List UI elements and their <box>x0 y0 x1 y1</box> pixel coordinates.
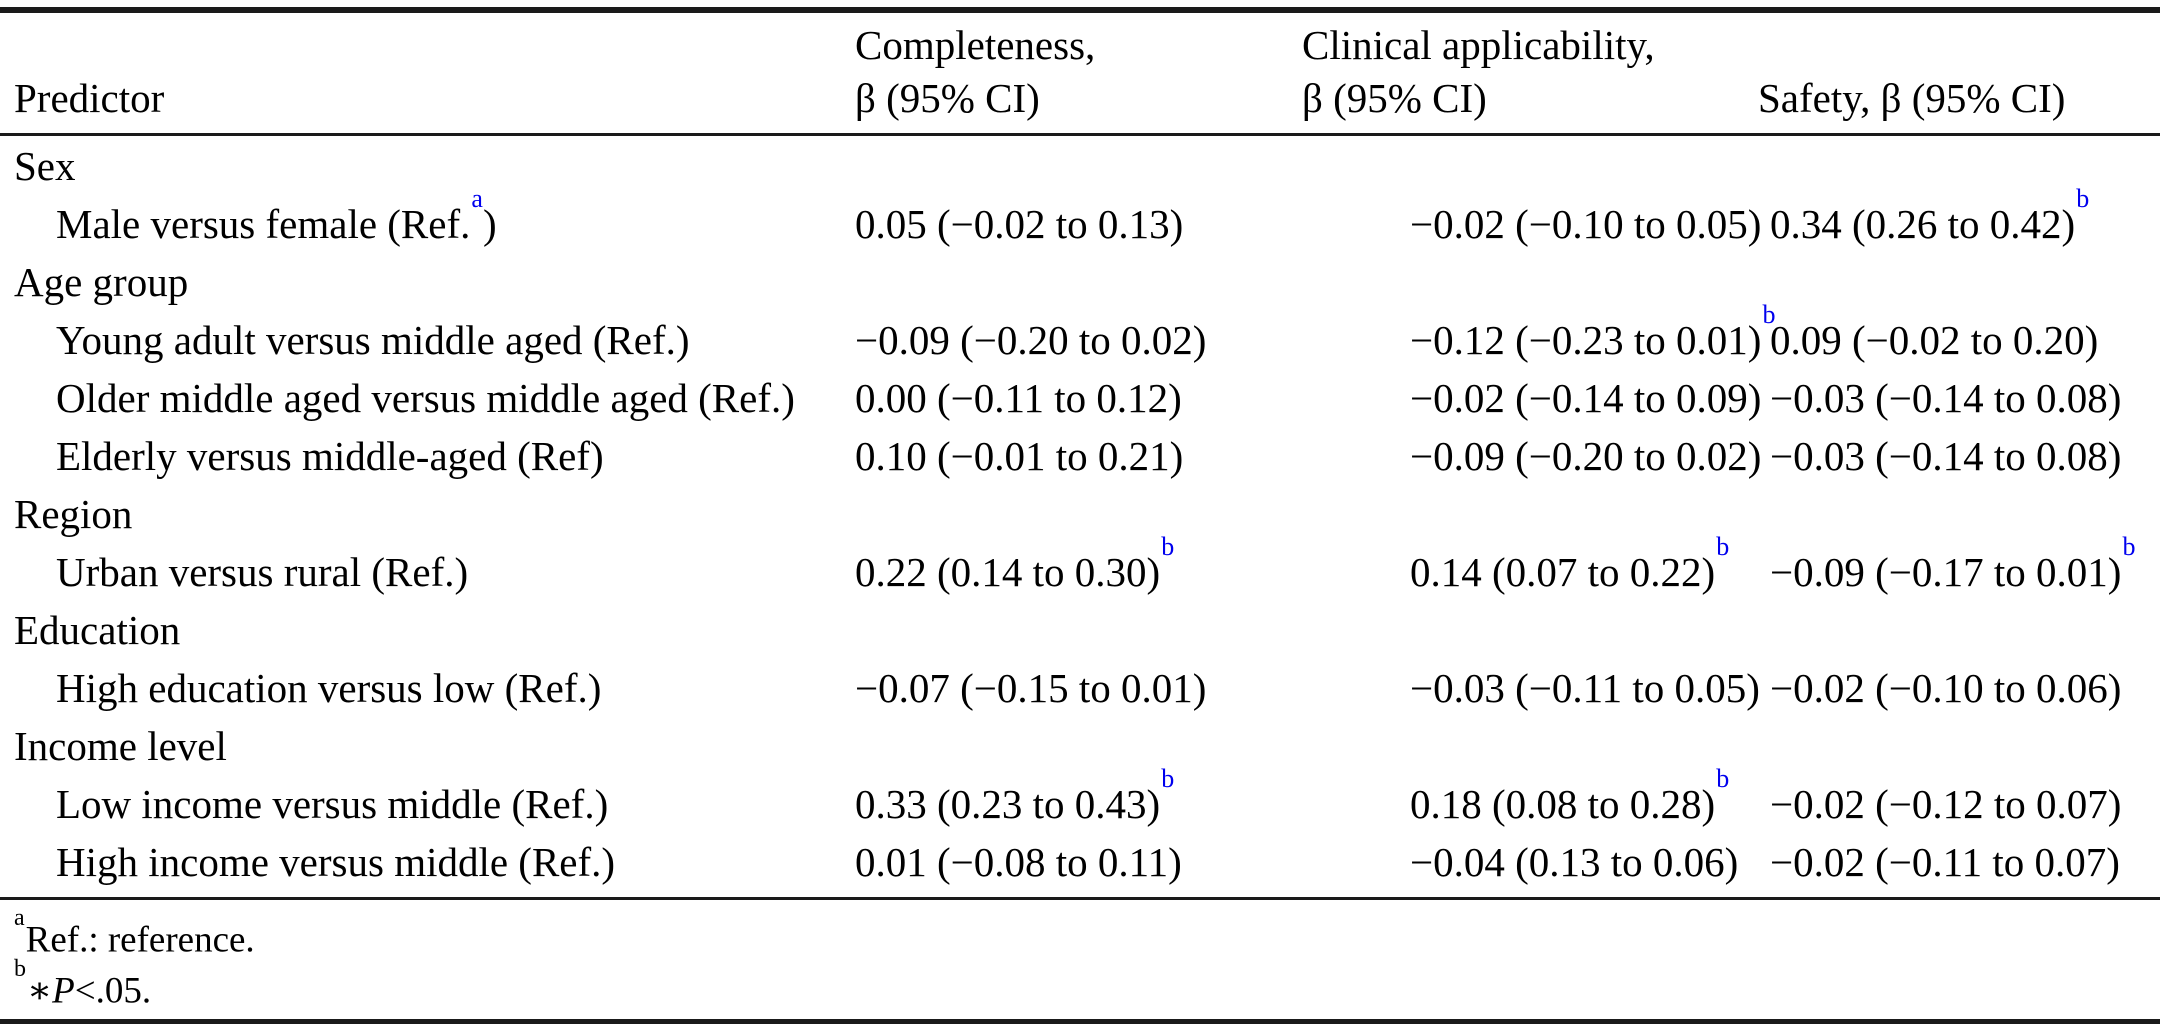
footnote-marker-b: b <box>1161 532 1175 562</box>
predictor-cell: Education <box>14 607 181 653</box>
data-row: Older middle aged versus middle aged (Re… <box>0 369 2160 427</box>
clinical-header-line1: Clinical applicability, <box>1302 22 1655 68</box>
group-row: Income level <box>0 717 2160 775</box>
data-row: Elderly versus middle-aged (Ref) 0.10 (−0… <box>0 427 2160 485</box>
completeness-value-cell: 0.22 (0.14 to 0.30)b <box>855 532 1175 595</box>
footnotes: aRef.: reference. b∗P<.05. <box>0 897 2160 1024</box>
footnote-marker-b: b <box>2076 184 2090 214</box>
column-header-safety: Safety, β (95% CI) <box>1748 72 2160 125</box>
clinical-applicability-value-cell: −0.03 (−0.11 to 0.05) <box>1410 665 1760 711</box>
footnote-marker-a: a <box>471 184 483 214</box>
predictor-cell: High education versus low (Ref.) <box>56 665 602 711</box>
table-header-row: Predictor Completeness, β (95% CI) Clini… <box>0 13 2160 136</box>
footnote-marker-b: b <box>1716 532 1730 562</box>
completeness-value-cell: 0.10 (−0.01 to 0.21) <box>855 433 1184 479</box>
footnote-b: b∗P<.05. <box>14 956 152 1012</box>
predictor-cell: Male versus female (Ref.a) <box>56 184 497 247</box>
predictor-cell: Sex <box>14 143 76 189</box>
safety-value-cell: 0.34 (0.26 to 0.42)b <box>1770 184 2090 247</box>
predictor-cell: Urban versus rural (Ref.) <box>56 549 469 595</box>
completeness-value-cell: 0.33 (0.23 to 0.43)b <box>855 764 1175 827</box>
footnote-label-a: a <box>14 905 25 931</box>
completeness-header-line2: β (95% CI) <box>855 75 1040 121</box>
safety-value-cell: 0.09 (−0.02 to 0.20) <box>1770 317 2099 363</box>
safety-value-cell: −0.02 (−0.10 to 0.06) <box>1770 665 2122 711</box>
predictor-cell: Region <box>14 491 133 537</box>
column-header-predictor: Predictor <box>0 72 845 125</box>
footnote-marker-b: b <box>2122 532 2136 562</box>
regression-table: Predictor Completeness, β (95% CI) Clini… <box>0 7 2160 1024</box>
footnote-marker-b: b <box>1716 764 1730 794</box>
group-row: Education <box>0 601 2160 659</box>
footnote-marker-b: b <box>1161 764 1175 794</box>
completeness-value-cell: −0.07 (−0.15 to 0.01) <box>855 665 1207 711</box>
footnote-a: aRef.: reference. <box>14 905 255 961</box>
data-row: Male versus female (Ref.a) 0.05 (−0.02 to… <box>0 184 2160 253</box>
table-top-rule <box>0 7 2160 13</box>
data-row: High education versus low (Ref.) −0.07 (−… <box>0 659 2160 717</box>
clinical-applicability-value-cell: −0.02 (−0.14 to 0.09) <box>1410 375 1762 421</box>
clinical-applicability-value-cell: −0.12 (−0.23 to 0.01)b <box>1410 300 1776 363</box>
clinical-applicability-value-cell: −0.02 (−0.10 to 0.05) <box>1410 201 1762 247</box>
safety-header-line2: Safety, β (95% CI) <box>1758 75 2066 121</box>
predictor-cell: Older middle aged versus middle aged (Re… <box>56 375 795 421</box>
predictor-cell: Young adult versus middle aged (Ref.) <box>56 317 690 363</box>
completeness-value-cell: 0.05 (−0.02 to 0.13) <box>855 201 1184 247</box>
safety-value-cell: −0.02 (−0.12 to 0.07) <box>1770 781 2122 827</box>
column-header-completeness: Completeness, β (95% CI) <box>845 19 1292 125</box>
data-row: Young adult versus middle aged (Ref.) −0.… <box>0 300 2160 369</box>
completeness-header-line1: Completeness, <box>855 22 1096 68</box>
footnote-label-b: b <box>14 956 26 983</box>
table-body: Sex Male versus female (Ref.a) 0.05 (−0.02… <box>0 136 2160 897</box>
clinical-applicability-value-cell: 0.14 (0.07 to 0.22)b <box>1410 532 1730 595</box>
clinical-applicability-value-cell: 0.18 (0.08 to 0.28)b <box>1410 764 1730 827</box>
safety-value-cell: −0.03 (−0.14 to 0.08) <box>1770 433 2122 479</box>
predictor-cell: Elderly versus middle-aged (Ref) <box>56 433 604 479</box>
predictor-cell: Low income versus middle (Ref.) <box>56 781 609 827</box>
group-row: Region <box>0 485 2160 543</box>
completeness-value-cell: 0.01 (−0.08 to 0.11) <box>855 839 1182 885</box>
clinical-header-line2: β (95% CI) <box>1302 75 1487 121</box>
data-row: Urban versus rural (Ref.) 0.22 (0.14 to 0… <box>0 532 2160 601</box>
data-row: High income versus middle (Ref.) 0.01 (−0… <box>0 833 2160 891</box>
predictor-cell: Income level <box>14 723 227 769</box>
predictor-cell: High income versus middle (Ref.) <box>56 839 616 885</box>
column-header-clinical-applicability: Clinical applicability, β (95% CI) <box>1292 19 1748 125</box>
safety-value-cell: −0.02 (−0.11 to 0.07) <box>1770 839 2120 885</box>
clinical-applicability-value-cell: −0.04 (0.13 to 0.06) <box>1410 839 1739 885</box>
predictor-header-label: Predictor <box>14 75 165 121</box>
group-row: Age group <box>0 253 2160 311</box>
completeness-value-cell: −0.09 (−0.20 to 0.02) <box>855 317 1207 363</box>
data-row: Low income versus middle (Ref.) 0.33 (0.2… <box>0 764 2160 833</box>
group-row: Sex <box>0 137 2160 195</box>
clinical-applicability-value-cell: −0.09 (−0.20 to 0.02) <box>1410 433 1762 479</box>
completeness-value-cell: 0.00 (−0.11 to 0.12) <box>855 375 1182 421</box>
safety-value-cell: −0.03 (−0.14 to 0.08) <box>1770 375 2122 421</box>
safety-value-cell: −0.09 (−0.17 to 0.01)b <box>1770 532 2136 595</box>
predictor-cell: Age group <box>14 259 189 305</box>
footnote-marker-b: b <box>1762 300 1776 330</box>
